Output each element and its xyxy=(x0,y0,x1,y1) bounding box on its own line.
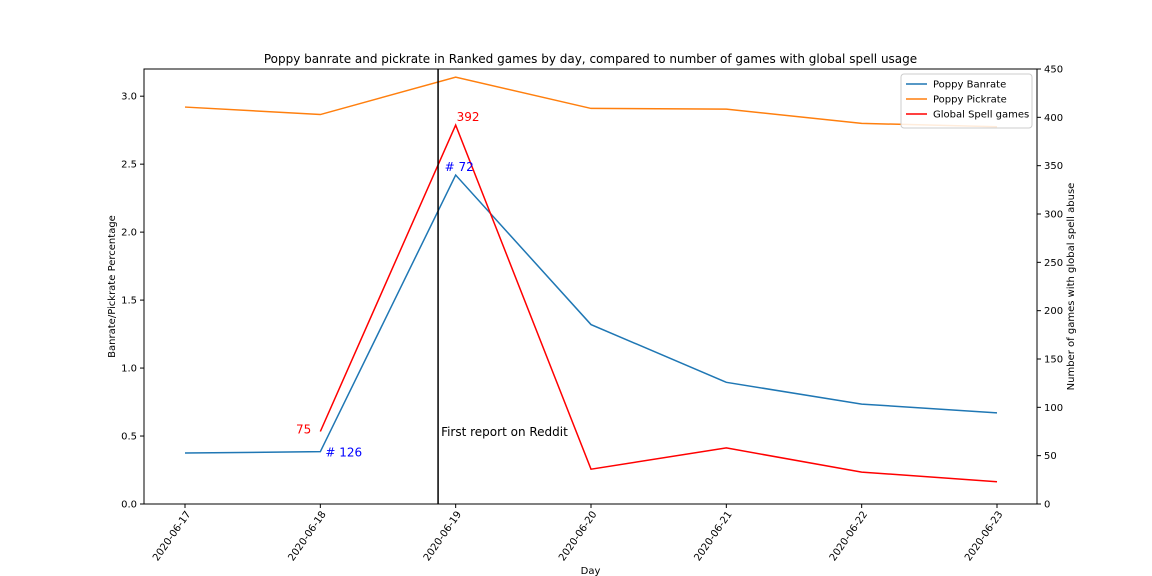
y-tick-label: 0.5 xyxy=(121,432,137,443)
x-tick-label: 2020-06-22 xyxy=(828,509,870,563)
legend-label: Global Spell games xyxy=(933,110,1029,121)
plot-frame xyxy=(143,68,1038,505)
data-label: 392 xyxy=(457,110,480,124)
chart-title: Poppy banrate and pickrate in Ranked gam… xyxy=(264,52,917,66)
x-axis-label: Day xyxy=(581,566,601,576)
plot-area: 0.0 0.5 1.0 1.5 2.0 2.5 3.0 0 50 100 150 200 250 300 3… xyxy=(121,65,1063,564)
legend: Poppy Banrate Poppy Pickrate Global Spell … xyxy=(900,73,1033,129)
reddit-report-label: First report on Reddit xyxy=(441,425,568,439)
data-label: # 126 xyxy=(325,446,362,460)
x-tick-label: 2020-06-23 xyxy=(963,509,1005,563)
y-right-tick-label: 50 xyxy=(1044,451,1057,462)
y-right-tick-label: 250 xyxy=(1044,258,1063,269)
legend-label: Poppy Banrate xyxy=(933,80,1006,91)
y-tick-label: 0.0 xyxy=(121,500,137,511)
series-line-global-spell-games xyxy=(319,123,998,483)
legend-box xyxy=(900,73,1033,129)
x-tick-label: 2020-06-18 xyxy=(286,509,328,563)
x-tick-label: 2020-06-19 xyxy=(422,509,464,563)
y-right-tick-label: 300 xyxy=(1044,210,1063,221)
y-right-tick-label: 200 xyxy=(1044,306,1063,317)
legend-label: Poppy Pickrate xyxy=(933,95,1007,106)
y-tick-label: 1.5 xyxy=(121,296,137,307)
y-right-tick-label: 400 xyxy=(1044,113,1063,124)
x-tick-label: 2020-06-17 xyxy=(151,509,193,563)
y-right-tick-label: 450 xyxy=(1044,65,1063,76)
x-tick-label: 2020-06-21 xyxy=(692,509,734,563)
y-right-tick-label: 0 xyxy=(1044,500,1050,511)
y-tick-label: 3.0 xyxy=(121,92,137,103)
y-right-tick-label: 150 xyxy=(1044,355,1063,366)
series-line-poppy-banrate xyxy=(184,173,998,454)
data-label: 75 xyxy=(296,423,311,437)
y-tick-label: 2.0 xyxy=(121,228,137,239)
y-tick-label: 1.0 xyxy=(121,364,137,375)
y-axis-label: Banrate/Pickrate Percentage xyxy=(107,215,118,358)
data-label: # 72 xyxy=(445,160,474,174)
y-tick-label: 2.5 xyxy=(121,160,137,171)
y-axis-right-label: Number of games with global spell abuse xyxy=(1066,183,1077,391)
series-line-poppy-pickrate xyxy=(184,76,998,128)
x-tick-label: 2020-06-20 xyxy=(557,509,599,563)
y-right-tick-label: 350 xyxy=(1044,161,1063,172)
y-right-tick-label: 100 xyxy=(1044,403,1063,414)
